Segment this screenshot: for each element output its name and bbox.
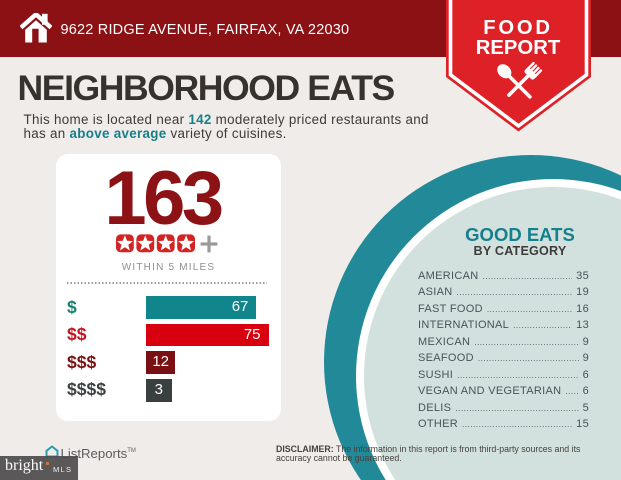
svg-text:REPORT: REPORT (476, 37, 561, 59)
svg-text:FOOD: FOOD (483, 17, 553, 39)
